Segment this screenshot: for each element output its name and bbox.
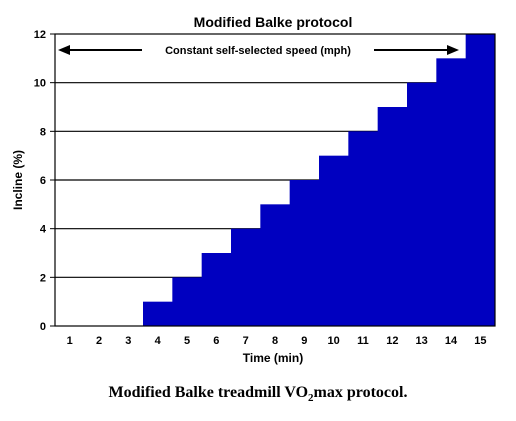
bar xyxy=(407,82,437,327)
arrow-right-head xyxy=(447,45,459,55)
caption-prefix: Modified Balke treadmill VO xyxy=(108,384,309,401)
x-tick-label: 15 xyxy=(474,335,486,347)
bar xyxy=(377,107,408,326)
y-axis-label: Incline (%) xyxy=(11,150,25,210)
caption-subscript: 2 xyxy=(308,392,314,405)
bar xyxy=(348,131,379,326)
y-tick-label: 2 xyxy=(40,272,46,284)
caption-suffix: max protocol. xyxy=(313,384,408,401)
speed-annotation: Constant self-selected speed (mph) xyxy=(58,45,459,57)
bar xyxy=(319,155,349,326)
y-tick-label: 0 xyxy=(40,321,46,333)
arrow-left-head xyxy=(58,45,70,55)
bar xyxy=(289,180,320,326)
x-tick-label: 10 xyxy=(328,335,340,347)
x-tick-label: 3 xyxy=(125,335,131,347)
x-axis-ticks: 1 2 3 4 5 6 7 8 9 10 11 12 13 14 15 xyxy=(67,335,487,347)
x-tick-label: 13 xyxy=(416,335,428,347)
chart-title: Modified Balke protocol xyxy=(194,14,353,30)
y-tick-label: 4 xyxy=(40,224,47,236)
speed-annotation-text: Constant self-selected speed (mph) xyxy=(165,45,351,57)
y-tick-label: 10 xyxy=(34,78,46,90)
bar xyxy=(143,301,173,326)
figure-caption: Modified Balke treadmill VO2max protocol… xyxy=(0,384,516,404)
x-tick-label: 11 xyxy=(357,335,369,347)
bar xyxy=(231,228,261,326)
bars xyxy=(143,34,496,327)
x-tick-label: 5 xyxy=(184,335,190,347)
x-tick-label: 7 xyxy=(243,335,249,347)
x-tick-label: 1 xyxy=(67,335,73,347)
x-tick-label: 9 xyxy=(301,335,307,347)
bar xyxy=(201,253,232,326)
bar xyxy=(465,34,496,326)
y-axis-ticks: 0 2 4 6 8 10 12 xyxy=(34,29,55,333)
x-tick-label: 6 xyxy=(213,335,219,347)
y-tick-label: 12 xyxy=(34,29,46,41)
x-tick-label: 12 xyxy=(386,335,398,347)
bar xyxy=(436,58,467,326)
x-axis-label: Time (min) xyxy=(243,351,303,365)
y-tick-label: 8 xyxy=(40,126,46,138)
x-tick-label: 14 xyxy=(445,335,458,347)
bar xyxy=(172,277,203,326)
x-tick-label: 2 xyxy=(96,335,102,347)
x-tick-label: 8 xyxy=(272,335,278,347)
y-tick-label: 6 xyxy=(40,175,46,187)
bar xyxy=(260,204,291,326)
x-tick-label: 4 xyxy=(155,335,162,347)
